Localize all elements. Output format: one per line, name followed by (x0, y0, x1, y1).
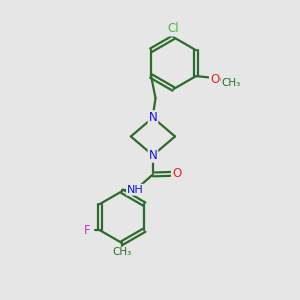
Text: F: F (84, 224, 91, 237)
Text: CH₃: CH₃ (221, 79, 241, 88)
Text: N: N (148, 149, 157, 162)
Text: O: O (210, 73, 219, 85)
Text: NH: NH (127, 185, 144, 195)
Text: Cl: Cl (168, 22, 179, 35)
Text: CH₃: CH₃ (112, 248, 132, 257)
Text: N: N (148, 111, 157, 124)
Text: O: O (172, 167, 181, 180)
